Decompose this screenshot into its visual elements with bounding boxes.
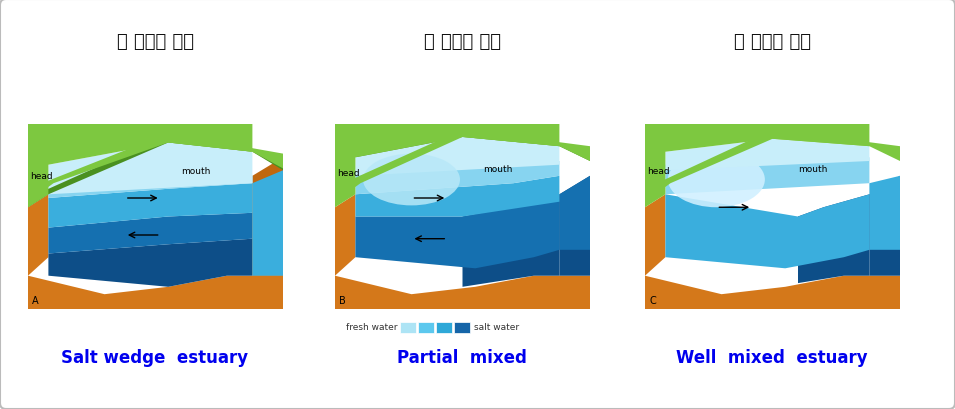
Polygon shape: [666, 195, 869, 269]
Polygon shape: [28, 136, 283, 208]
Polygon shape: [49, 143, 252, 195]
Polygon shape: [560, 176, 590, 276]
Text: mouth: mouth: [483, 164, 512, 173]
Polygon shape: [869, 176, 900, 250]
Polygon shape: [28, 125, 252, 208]
Polygon shape: [335, 195, 355, 276]
Polygon shape: [869, 176, 900, 276]
Polygon shape: [28, 134, 283, 202]
Polygon shape: [49, 213, 252, 254]
Text: head: head: [647, 166, 670, 175]
Text: 강 혼합형 하구: 강 혼합형 하구: [733, 33, 811, 51]
Polygon shape: [28, 195, 49, 276]
Polygon shape: [645, 125, 869, 208]
Polygon shape: [335, 125, 560, 208]
Bar: [418, 322, 434, 333]
Polygon shape: [355, 130, 590, 162]
Text: 완 혼합형 하구: 완 혼합형 하구: [423, 33, 500, 51]
Polygon shape: [666, 147, 869, 195]
Text: mouth: mouth: [798, 164, 827, 173]
Text: Partial  mixed: Partial mixed: [397, 348, 527, 366]
Polygon shape: [252, 158, 283, 276]
Polygon shape: [28, 276, 283, 309]
Polygon shape: [335, 276, 590, 309]
Polygon shape: [355, 162, 560, 195]
Text: C: C: [649, 295, 656, 305]
Text: Well  mixed  estuary: Well mixed estuary: [676, 348, 868, 366]
Polygon shape: [645, 195, 666, 276]
Text: Salt wedge  estuary: Salt wedge estuary: [61, 348, 248, 366]
Text: fresh water: fresh water: [346, 323, 397, 332]
Polygon shape: [49, 184, 252, 228]
Polygon shape: [645, 130, 900, 202]
Polygon shape: [560, 176, 590, 250]
Polygon shape: [252, 171, 283, 276]
Polygon shape: [49, 239, 252, 287]
Text: A: A: [32, 295, 38, 305]
Ellipse shape: [668, 153, 765, 208]
Polygon shape: [645, 276, 900, 309]
Polygon shape: [666, 139, 869, 171]
Text: head: head: [31, 172, 53, 181]
Text: 약 혼합형 하구: 약 혼합형 하구: [117, 33, 194, 51]
Bar: [400, 322, 416, 333]
Ellipse shape: [363, 154, 460, 206]
Polygon shape: [462, 195, 560, 287]
Text: salt water: salt water: [474, 323, 520, 332]
Bar: [454, 322, 470, 333]
Polygon shape: [798, 195, 869, 283]
Text: head: head: [337, 168, 360, 177]
Text: mouth: mouth: [181, 166, 210, 175]
Polygon shape: [49, 176, 252, 198]
Polygon shape: [355, 176, 560, 217]
Polygon shape: [335, 130, 590, 202]
Text: B: B: [339, 295, 346, 305]
Polygon shape: [355, 195, 560, 269]
Polygon shape: [355, 137, 560, 176]
Bar: [436, 322, 452, 333]
